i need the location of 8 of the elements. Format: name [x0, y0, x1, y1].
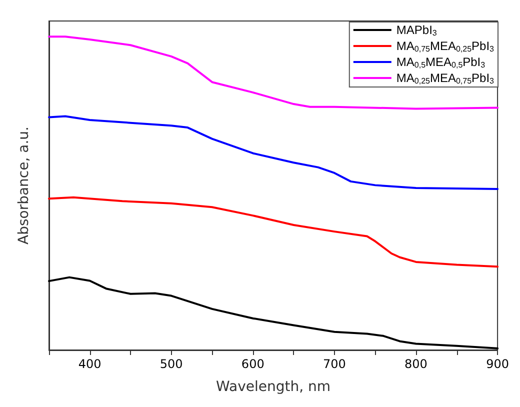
x-tick-label: 600	[241, 357, 264, 371]
x-tick-label: 700	[322, 357, 346, 371]
y-axis-title: Absorbance, a.u.	[16, 126, 32, 244]
x-tick-label: 900	[486, 357, 509, 371]
x-tick-label: 400	[78, 357, 102, 371]
x-axis-title: Wavelength, nm	[216, 379, 331, 395]
x-tick-label: 800	[404, 357, 428, 371]
x-tick-label: 500	[160, 357, 183, 371]
